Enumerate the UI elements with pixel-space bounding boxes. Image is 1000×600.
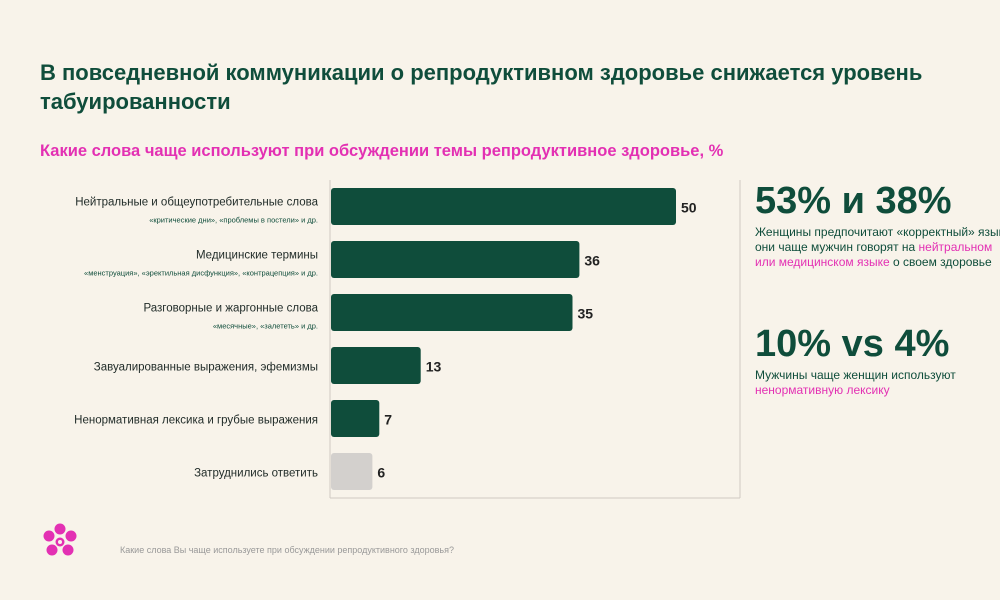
category-label: Нейтральные и общеупотребительные слова <box>75 197 318 209</box>
stat-women-description: Женщины предпочитают «корректный» язык: … <box>755 225 1000 270</box>
stat-women-desc-text: Женщины предпочитают «корректный» язык: … <box>755 225 1000 254</box>
data-label: 36 <box>584 253 600 269</box>
flower-logo-icon <box>43 523 77 556</box>
category-label: Затруднились ответить <box>194 468 318 480</box>
category-note: «менструация», «эректильная дисфункция»,… <box>84 269 318 278</box>
category-label: Завуалированные выражения, эфемизмы <box>94 362 318 374</box>
data-label: 50 <box>681 200 697 216</box>
bar <box>331 453 373 490</box>
category-label: Ненормативная лексика и грубые выражения <box>74 415 318 427</box>
bar <box>331 400 380 437</box>
category-note: «критические дни», «проблемы в постели» … <box>149 216 318 225</box>
bar <box>331 294 573 331</box>
data-label: 13 <box>426 359 442 375</box>
chart-subtitle: Какие слова чаще используют при обсужден… <box>40 142 724 160</box>
footnote: Какие слова Вы чаще используете при обсу… <box>120 545 454 555</box>
bar-chart: 50 Нейтральные и общеупотребительные слов… <box>74 180 741 499</box>
bar <box>331 188 676 225</box>
bar <box>331 241 580 278</box>
stat-women-value: 53% и 38% <box>755 180 952 222</box>
category-label: Разговорные и жаргонные слова <box>143 303 318 315</box>
stat-men-desc-accent: ненормативную лексику <box>755 383 890 397</box>
stat-men-description: Мужчины чаще женщин используют ненормати… <box>755 368 985 398</box>
data-label: 7 <box>384 412 392 428</box>
category-label: Медицинские термины <box>196 250 318 262</box>
bar <box>331 347 421 384</box>
data-label: 35 <box>578 306 594 322</box>
stat-women-desc-accent: нейтральном или медицинском языке <box>755 240 993 269</box>
page-title: В повседневной коммуникации о репродукти… <box>40 60 923 114</box>
stat-men-value: 10% vs 4% <box>755 323 950 365</box>
stat-women-desc-tail: о своем здоровье <box>889 255 992 269</box>
category-note: «месячные», «залететь» и др. <box>213 322 318 331</box>
data-label: 6 <box>377 465 385 481</box>
stat-men-desc-text: Мужчины чаще женщин используют <box>755 368 956 382</box>
